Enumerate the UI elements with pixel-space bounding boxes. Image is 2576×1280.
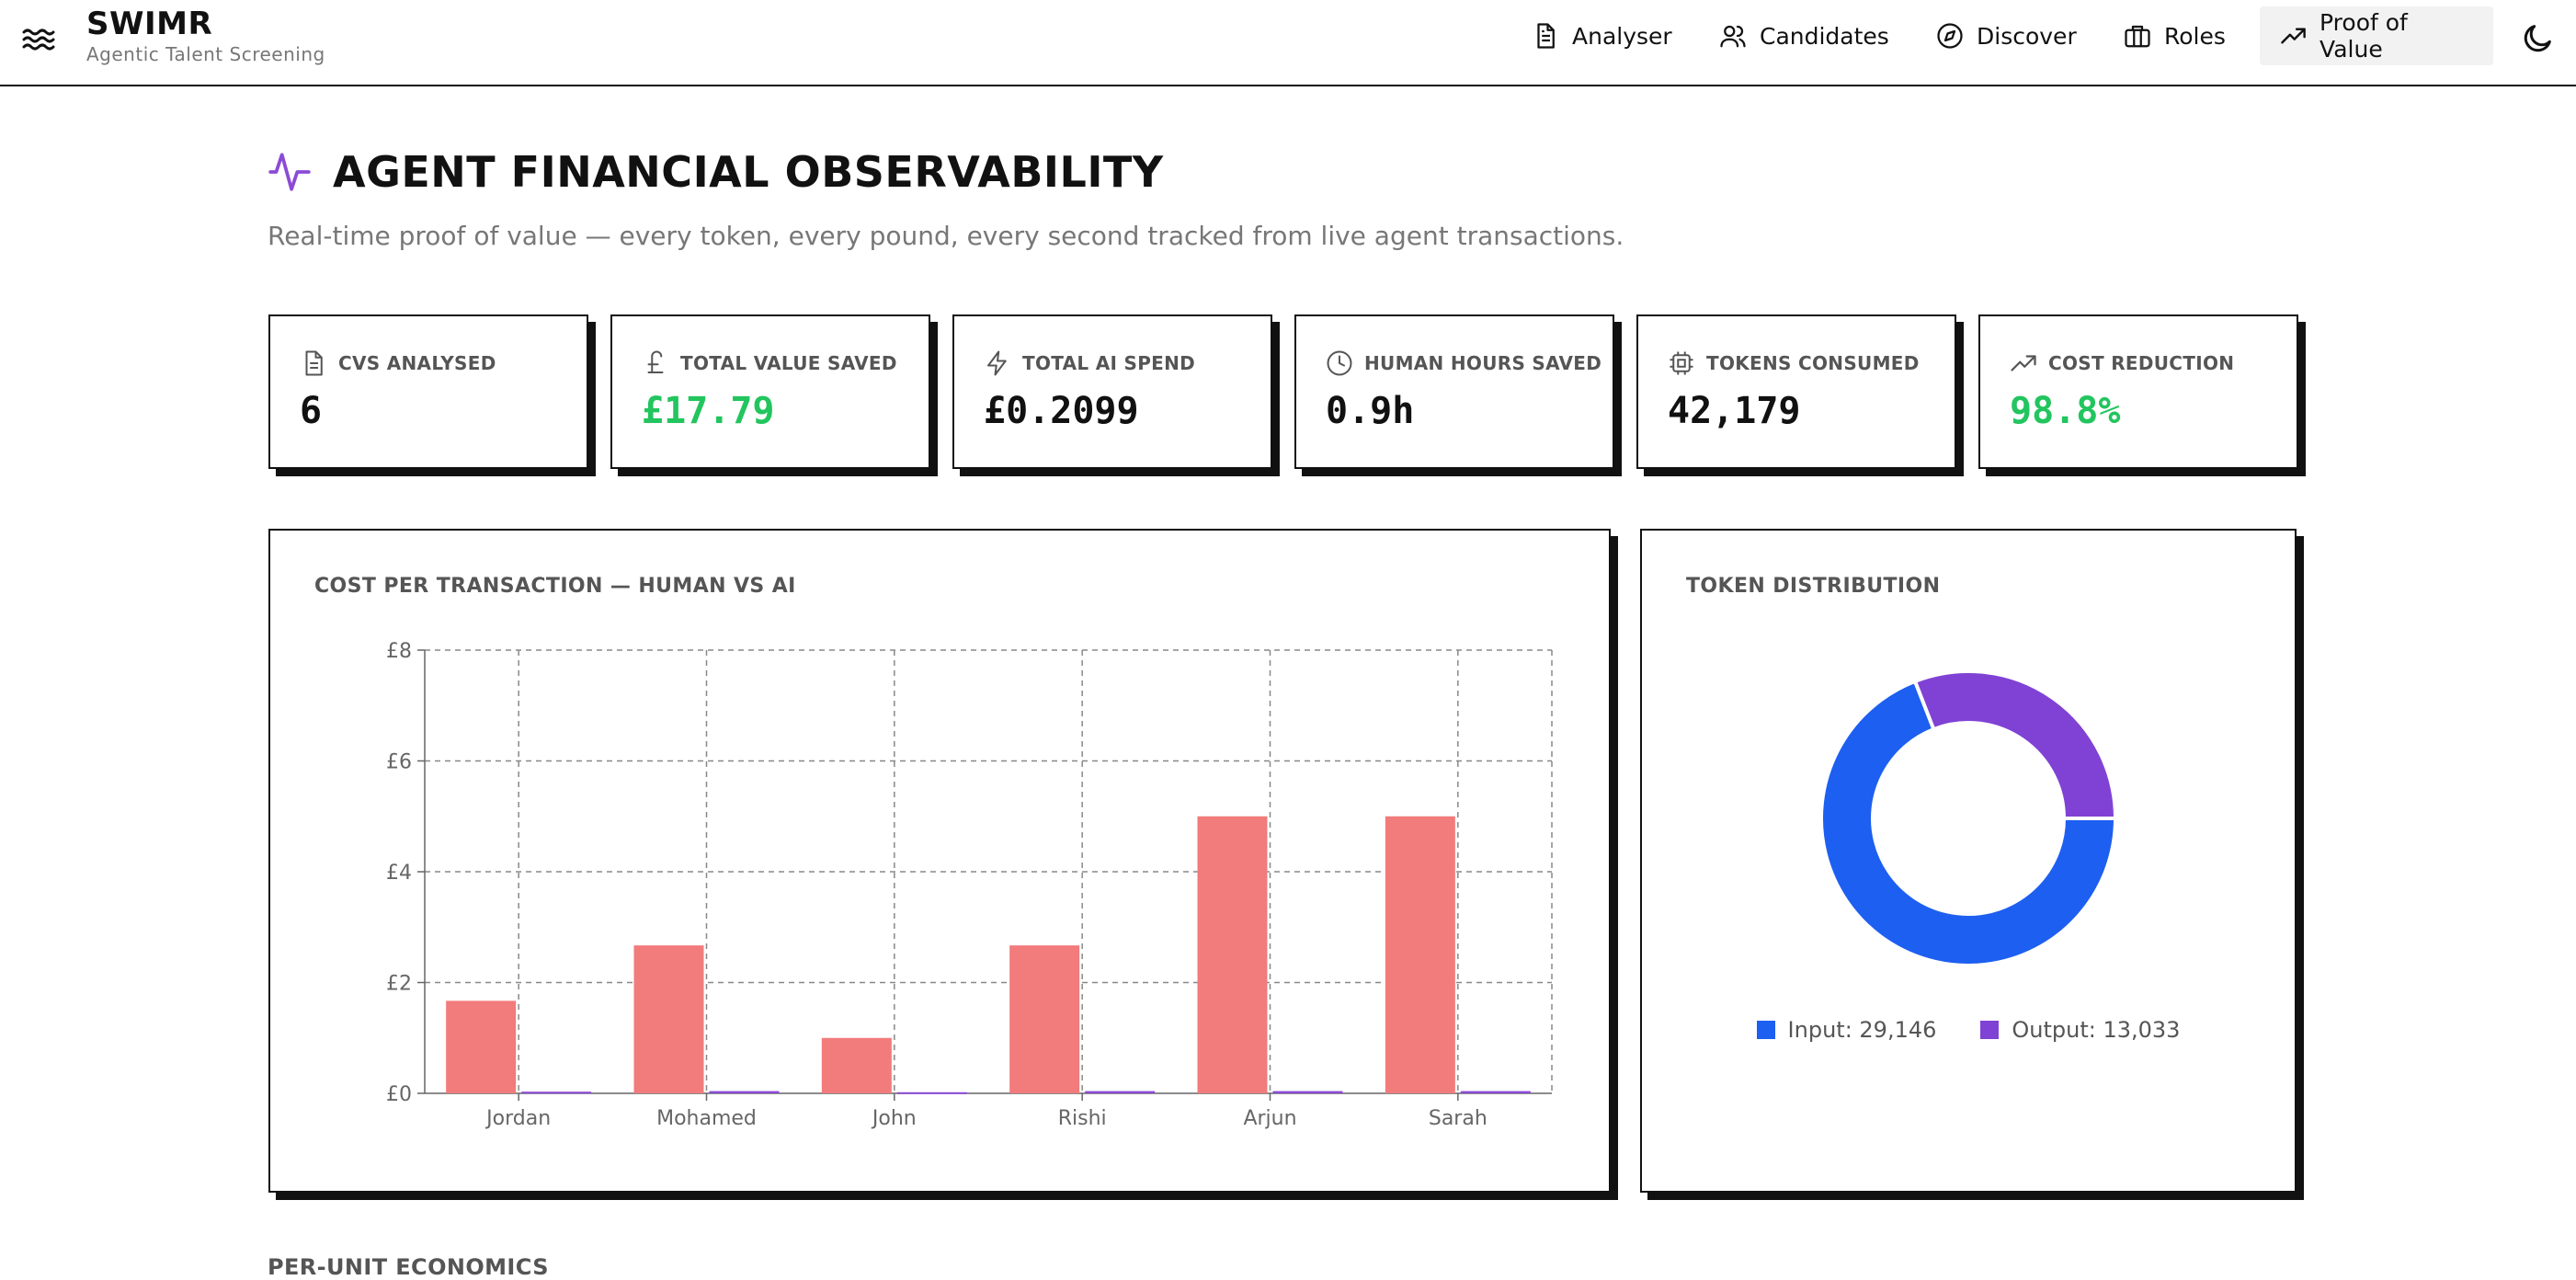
legend-item-output[interactable]: Output: 13,033 — [1980, 1017, 2180, 1043]
x-tick-label: John — [871, 1107, 917, 1130]
compass-icon — [1937, 23, 1963, 49]
lightning-icon — [987, 350, 1007, 376]
y-tick-label: £4 — [386, 862, 412, 885]
legend-swatch — [1980, 1021, 2000, 1039]
legend-label: Input: 29,146 — [1787, 1017, 1937, 1043]
stat-label-row: TOTAL VALUE SAVED — [642, 349, 897, 377]
legend-item-input[interactable]: Input: 29,146 — [1756, 1017, 1937, 1043]
users-icon — [1720, 25, 1746, 48]
stat-card-total-ai-spend: TOTAL AI SPEND £0.2099 — [952, 314, 1272, 469]
stat-label-row: HUMAN HOURS SAVED — [1326, 349, 1601, 377]
app-subtitle: Agentic Talent Screening — [86, 43, 325, 65]
bar-human-cost[interactable] — [1009, 945, 1080, 1093]
legend-swatch — [1756, 1021, 1775, 1039]
y-tick-label: £8 — [386, 640, 412, 663]
stat-value: 0.9h — [1326, 390, 1415, 432]
chart-grid: £0 £2 £4 £6 £8 — [386, 640, 1553, 1106]
nav-label: Proof of Value — [2320, 9, 2408, 63]
page-subtitle: Real-time proof of value — every token, … — [268, 221, 1624, 251]
bar-human-cost[interactable] — [1197, 816, 1268, 1093]
stat-value: 98.8% — [2010, 390, 2121, 432]
chart-title: TOKEN DISTRIBUTION — [1686, 575, 1941, 598]
x-tick-label: Jordan — [484, 1107, 551, 1130]
stat-label: HUMAN HOURS SAVED — [1364, 352, 1602, 374]
cost-per-transaction-panel: COST PER TRANSACTION — HUMAN VS AI £0 £2 £… — [268, 529, 1611, 1193]
token-distribution-panel: TOKEN DISTRIBUTION — [1640, 529, 2297, 1193]
bar-ai-cost[interactable] — [1085, 1091, 1156, 1093]
y-tick-label: £6 — [386, 751, 412, 774]
pound-icon — [647, 350, 664, 373]
page-heading: AGENT FINANCIAL OBSERVABILITY — [267, 147, 1164, 197]
x-tick-label: Arjun — [1243, 1107, 1296, 1130]
stat-card-total-value-saved: TOTAL VALUE SAVED £17.79 — [610, 314, 930, 469]
x-tick-label: Sarah — [1429, 1107, 1487, 1130]
bar-ai-cost[interactable] — [521, 1091, 592, 1094]
stat-card-human-hours-saved: HUMAN HOURS SAVED 0.9h — [1294, 314, 1614, 469]
app-title: SWIMR — [86, 6, 213, 42]
stat-value: £0.2099 — [984, 390, 1139, 432]
briefcase-icon — [2125, 25, 2150, 48]
nav-roles[interactable]: Roles — [2114, 6, 2235, 65]
section-heading-per-unit-economics: PER-UNIT ECONOMICS — [268, 1254, 549, 1280]
nav-label: Roles — [2164, 22, 2226, 50]
donut-slice-input[interactable] — [1819, 679, 2118, 967]
stat-label-row: COST REDUCTION — [2010, 349, 2234, 377]
trending-up-icon — [2281, 28, 2306, 44]
donut-slice-output[interactable] — [1912, 669, 2118, 820]
nav-discover[interactable]: Discover — [1927, 6, 2086, 65]
brand[interactable]: SWIMR Agentic Talent Screening — [86, 6, 325, 66]
bar-human-cost[interactable] — [1385, 816, 1455, 1093]
document-icon — [1537, 23, 1555, 49]
stat-label: TOTAL AI SPEND — [1022, 352, 1196, 374]
moon-icon[interactable] — [2519, 20, 2556, 57]
cost-bar-chart: £0 £2 £4 £6 £8 Jordan Mohamed John Rishi Arjun Sar… — [386, 640, 1553, 1130]
x-tick-label: Mohamed — [656, 1107, 757, 1130]
stat-label: COST REDUCTION — [2048, 352, 2235, 374]
bar-ai-cost[interactable] — [1460, 1091, 1531, 1093]
bar-ai-cost[interactable] — [1272, 1091, 1343, 1093]
stat-label: TOKENS CONSUMED — [1706, 352, 1920, 374]
nav-label: Analyser — [1572, 22, 1672, 50]
chip-icon — [1670, 351, 1693, 375]
waves-menu-icon[interactable] — [20, 20, 59, 59]
nav-candidates[interactable]: Candidates — [1710, 6, 1898, 65]
clock-icon — [1327, 350, 1352, 376]
stat-card-tokens-consumed: TOKENS CONSUMED 42,179 — [1636, 314, 1956, 469]
legend-label: Output: 13,033 — [2012, 1017, 2181, 1043]
trending-up-icon — [2011, 355, 2036, 371]
stat-label-row: TOTAL AI SPEND — [984, 349, 1195, 377]
y-tick-label: £2 — [386, 973, 412, 996]
x-tick-label: Rishi — [1058, 1107, 1107, 1130]
bar-human-cost[interactable] — [446, 1000, 517, 1093]
stat-label: TOTAL VALUE SAVED — [680, 352, 897, 374]
stat-label-row: TOKENS CONSUMED — [1668, 349, 1920, 377]
chart-title: COST PER TRANSACTION — HUMAN VS AI — [314, 575, 796, 598]
stat-label: CVS ANALYSED — [338, 352, 496, 374]
token-donut-chart — [1819, 669, 2118, 967]
y-tick-label: £0 — [386, 1083, 412, 1106]
stat-label-row: CVS ANALYSED — [300, 349, 496, 377]
bar-human-cost[interactable] — [821, 1037, 892, 1093]
activity-icon — [268, 153, 311, 191]
bar-ai-cost[interactable] — [896, 1091, 967, 1094]
stat-card-cost-reduction: COST REDUCTION 98.8% — [1978, 314, 2298, 469]
stat-value: 42,179 — [1668, 390, 1801, 432]
bar-ai-cost[interactable] — [709, 1091, 780, 1093]
document-icon — [305, 350, 323, 376]
stat-card-cvs-analysed: CVS ANALYSED 6 — [268, 314, 588, 469]
nav-analyser[interactable]: Analyser — [1522, 6, 1681, 65]
page-title: AGENT FINANCIAL OBSERVABILITY — [333, 147, 1164, 197]
token-legend: Input: 29,146 Output: 13,033 — [1640, 1017, 2297, 1043]
nav-proof-of-value[interactable]: Proof of Value — [2260, 6, 2493, 65]
nav-label: Discover — [1977, 22, 2077, 50]
stat-value: 6 — [300, 390, 323, 432]
nav-label: Candidates — [1760, 22, 1889, 50]
stat-value: £17.79 — [642, 390, 775, 432]
top-navigation-bar: SWIMR Agentic Talent Screening Analyser … — [0, 0, 2576, 86]
bar-human-cost[interactable] — [633, 945, 704, 1093]
